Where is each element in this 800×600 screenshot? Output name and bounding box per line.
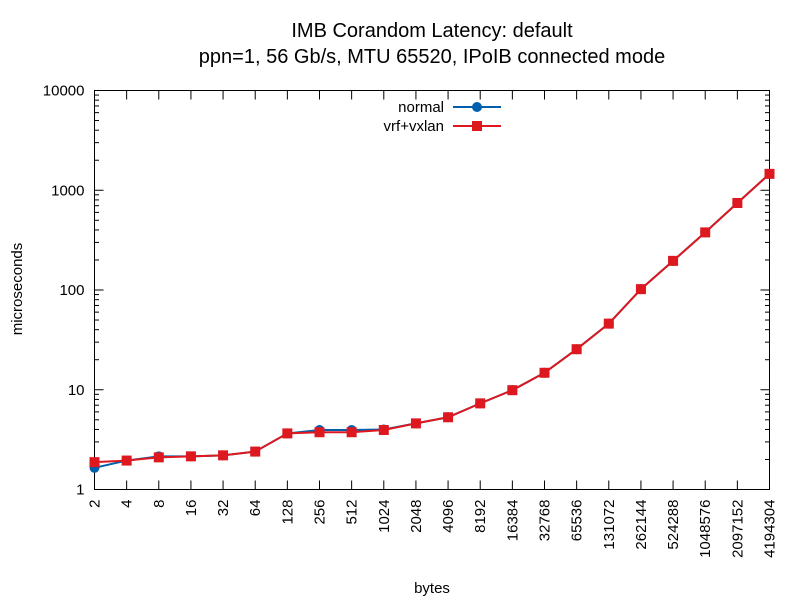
y-tick-label: 1 bbox=[76, 482, 84, 499]
y-tick-label: 10000 bbox=[43, 83, 85, 100]
y-tick-label: 100 bbox=[59, 282, 84, 299]
data-point bbox=[635, 284, 646, 295]
legend-label: normal bbox=[398, 99, 444, 116]
data-point bbox=[185, 451, 196, 462]
x-tick-label: 32768 bbox=[537, 500, 554, 542]
data-point bbox=[218, 450, 229, 461]
series-normal bbox=[89, 168, 775, 473]
x-tick-label: 2097152 bbox=[729, 500, 746, 558]
x-tick-label: 4194304 bbox=[762, 500, 779, 558]
x-tick-label: 2 bbox=[87, 500, 104, 508]
x-tick-label: 1024 bbox=[376, 500, 393, 533]
y-tick-label: 1000 bbox=[51, 182, 84, 199]
x-tick-label: 16 bbox=[183, 500, 200, 517]
data-point bbox=[282, 428, 293, 439]
data-point bbox=[443, 412, 454, 423]
x-tick-label: 4096 bbox=[440, 500, 457, 533]
x-tick-label: 2048 bbox=[408, 500, 425, 533]
data-point bbox=[507, 385, 518, 396]
legend-marker bbox=[472, 121, 482, 131]
x-tick-label: 1048576 bbox=[697, 500, 714, 558]
legend-label: vrf+vxlan bbox=[384, 118, 444, 135]
data-point bbox=[732, 198, 743, 209]
data-point bbox=[475, 398, 486, 409]
data-point bbox=[346, 427, 357, 438]
y-axis-label: microseconds bbox=[9, 243, 26, 336]
x-tick-label: 512 bbox=[344, 500, 361, 525]
x-tick-label: 524288 bbox=[665, 500, 682, 550]
x-axis-label: bytes bbox=[414, 580, 450, 597]
data-point bbox=[410, 418, 421, 429]
plot-frame bbox=[94, 90, 770, 490]
chart-title: IMB Corandom Latency: default bbox=[291, 20, 573, 42]
data-point bbox=[250, 446, 261, 457]
legend-marker bbox=[472, 102, 482, 112]
x-tick-label: 16384 bbox=[504, 500, 521, 542]
data-point bbox=[314, 427, 325, 438]
x-tick-label: 32 bbox=[215, 500, 232, 517]
x-tick-label: 131072 bbox=[601, 500, 618, 550]
data-point bbox=[378, 424, 389, 435]
x-tick-label: 8 bbox=[151, 500, 168, 508]
x-tick-label: 64 bbox=[247, 500, 264, 517]
x-tick-label: 8192 bbox=[472, 500, 489, 533]
y-tick-label: 10 bbox=[68, 382, 85, 399]
data-point bbox=[764, 168, 775, 179]
x-tick-label: 4 bbox=[119, 500, 136, 508]
series-line bbox=[94, 173, 771, 469]
data-point bbox=[89, 457, 100, 468]
data-point bbox=[571, 344, 582, 355]
x-tick-label: 256 bbox=[312, 500, 329, 525]
data-point bbox=[153, 452, 164, 463]
series-vrf-vxlan bbox=[89, 168, 775, 468]
x-tick-label: 128 bbox=[279, 500, 296, 525]
data-point bbox=[121, 455, 132, 466]
data-point bbox=[539, 367, 550, 378]
data-point bbox=[700, 227, 711, 238]
x-tick-label: 262144 bbox=[633, 500, 650, 550]
data-point bbox=[668, 255, 679, 266]
chart-subtitle: ppn=1, 56 Gb/s, MTU 65520, IPoIB connect… bbox=[199, 46, 665, 68]
x-tick-label: 65536 bbox=[569, 500, 586, 542]
data-point bbox=[603, 318, 614, 329]
legend: normal vrf+vxlan bbox=[384, 99, 501, 135]
series-line bbox=[94, 173, 771, 464]
